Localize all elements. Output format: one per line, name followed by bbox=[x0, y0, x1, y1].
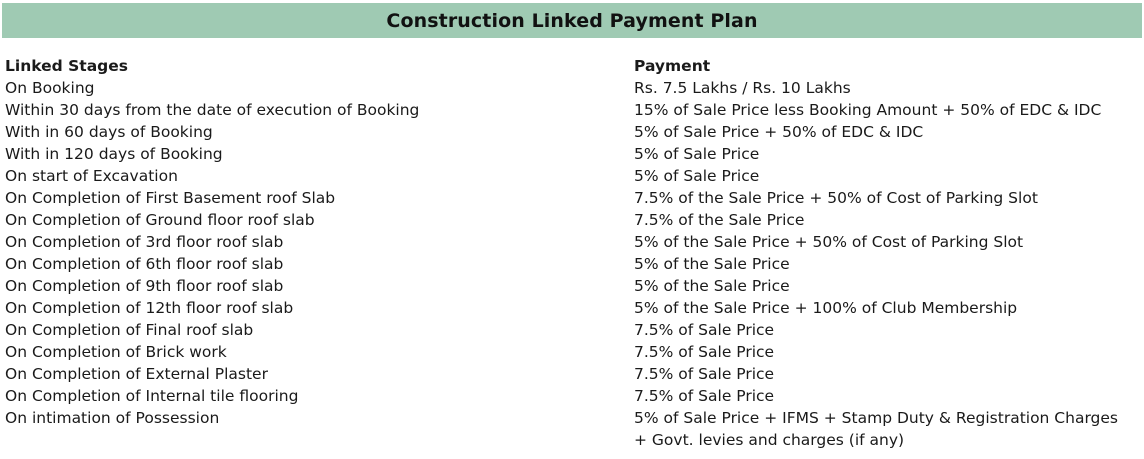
payment-cell: 5% of Sale Price + 50% of EDC & IDC bbox=[634, 123, 924, 141]
payment-cell: 7.5% of the Sale Price bbox=[634, 211, 805, 229]
stage-cell: On Completion of External Plaster bbox=[5, 365, 268, 383]
table-row: On Completion of 9th floor roof slab 5% o… bbox=[5, 275, 1140, 297]
table-row: With in 120 days of Booking 5% of Sale Pr… bbox=[5, 143, 1140, 165]
header-linked-stages: Linked Stages bbox=[5, 57, 128, 75]
table-row: On Booking Rs. 7.5 Lakhs / Rs. 10 Lakhs bbox=[5, 77, 1140, 99]
stage-cell: On Completion of Brick work bbox=[5, 343, 227, 361]
table-row: With in 60 days of Booking 5% of Sale Pri… bbox=[5, 121, 1140, 143]
table-row: On Completion of Internal tile flooring 7… bbox=[5, 385, 1140, 407]
stage-cell: On Completion of 12th floor roof slab bbox=[5, 299, 294, 317]
stage-cell: On Completion of First Basement roof Sla… bbox=[5, 189, 336, 207]
payment-cell: 7.5% of Sale Price bbox=[634, 343, 775, 361]
table-row: On Completion of 6th floor roof slab 5% o… bbox=[5, 253, 1140, 275]
table-row: On start of Excavation 5% of Sale Price bbox=[5, 165, 1140, 187]
stage-cell: On intimation of Possession bbox=[5, 409, 220, 427]
table-header-row: Linked Stages Payment bbox=[5, 55, 1140, 77]
payment-cell: 5% of the Sale Price + 100% of Club Memb… bbox=[634, 299, 1018, 317]
stage-cell: On Completion of Ground floor roof slab bbox=[5, 211, 315, 229]
stage-cell: On Completion of 9th floor roof slab bbox=[5, 277, 284, 295]
table-row: On Completion of Ground floor roof slab 7… bbox=[5, 209, 1140, 231]
table-row: On Completion of 3rd floor roof slab 5% o… bbox=[5, 231, 1140, 253]
payment-cell: 5% of the Sale Price bbox=[634, 255, 790, 273]
table-row: On intimation of Possession 5% of Sale Pr… bbox=[5, 407, 1140, 429]
table-row: On Completion of External Plaster 7.5% of… bbox=[5, 363, 1140, 385]
stage-cell: On Completion of Internal tile flooring bbox=[5, 387, 299, 405]
stage-cell: With in 120 days of Booking bbox=[5, 145, 223, 163]
table-body: On Booking Rs. 7.5 Lakhs / Rs. 10 Lakhs Wi… bbox=[5, 77, 1140, 429]
payment-cell: 5% of Sale Price bbox=[634, 145, 760, 163]
stage-cell: Within 30 days from the date of executio… bbox=[5, 101, 420, 119]
payment-cell: 5% of the Sale Price + 50% of Cost of Pa… bbox=[634, 233, 1024, 251]
page-title: Construction Linked Payment Plan bbox=[386, 9, 758, 32]
payment-continuation-row: + Govt. levies and charges (if any) bbox=[5, 429, 1140, 451]
table-row: On Completion of First Basement roof Sla… bbox=[5, 187, 1140, 209]
table-row: On Completion of 12th floor roof slab 5% … bbox=[5, 297, 1140, 319]
payment-cell: Rs. 7.5 Lakhs / Rs. 10 Lakhs bbox=[634, 79, 851, 97]
header-payment: Payment bbox=[634, 57, 711, 75]
payment-cell: 7.5% of Sale Price bbox=[634, 321, 775, 339]
stage-cell: On Completion of Final roof slab bbox=[5, 321, 254, 339]
payment-cell: 5% of Sale Price bbox=[634, 167, 760, 185]
payment-cell: 7.5% of Sale Price bbox=[634, 387, 775, 405]
payment-cell: 5% of the Sale Price bbox=[634, 277, 790, 295]
title-bar: Construction Linked Payment Plan bbox=[2, 3, 1142, 38]
stage-cell: On Completion of 3rd floor roof slab bbox=[5, 233, 284, 251]
payment-cell: 5% of Sale Price + IFMS + Stamp Duty & R… bbox=[634, 409, 1119, 427]
table-row: On Completion of Brick work 7.5% of Sale … bbox=[5, 341, 1140, 363]
stage-cell: On start of Excavation bbox=[5, 167, 178, 185]
stage-cell: On Booking bbox=[5, 79, 95, 97]
payment-cell: 15% of Sale Price less Booking Amount + … bbox=[634, 101, 1102, 119]
payment-plan-table: Linked Stages Payment On Booking Rs. 7.5 … bbox=[5, 55, 1140, 451]
table-row: Within 30 days from the date of executio… bbox=[5, 99, 1140, 121]
table-row: On Completion of Final roof slab 7.5% of … bbox=[5, 319, 1140, 341]
stage-cell: On Completion of 6th floor roof slab bbox=[5, 255, 284, 273]
payment-cell: 7.5% of the Sale Price + 50% of Cost of … bbox=[634, 189, 1038, 207]
payment-cell: 7.5% of Sale Price bbox=[634, 365, 775, 383]
payment-continuation-text: + Govt. levies and charges (if any) bbox=[634, 431, 905, 449]
stage-cell: With in 60 days of Booking bbox=[5, 123, 213, 141]
